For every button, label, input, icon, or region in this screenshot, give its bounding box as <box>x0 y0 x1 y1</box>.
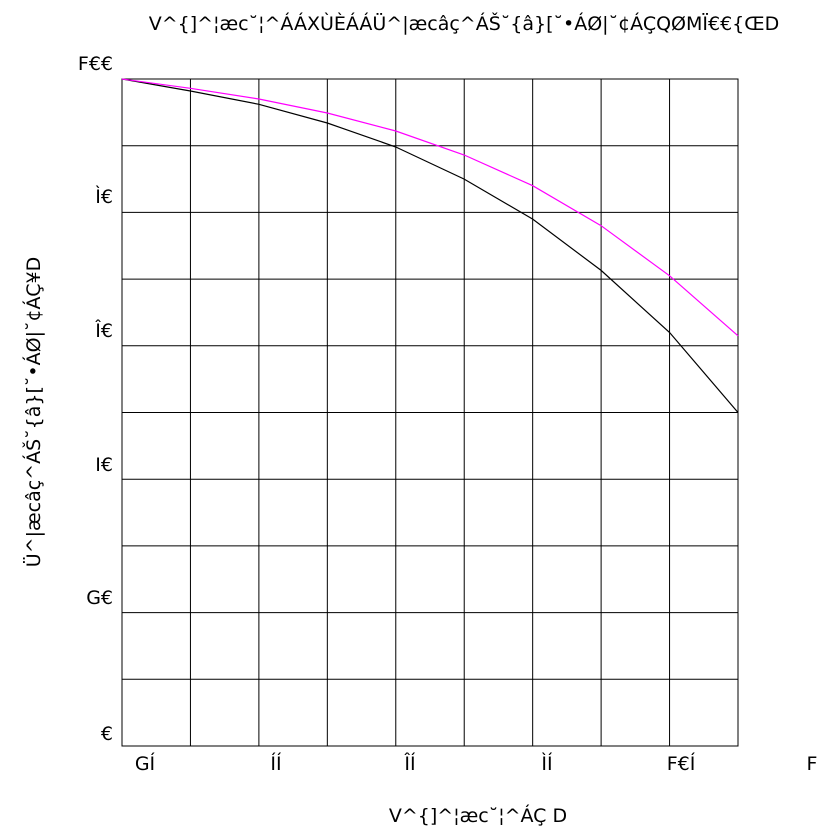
y-tick-label: € <box>101 723 113 745</box>
y-axis-label: Ü^|æcâç^ÁŠ˘{â}[˘•ÁØ|˘¢ÁÇ¥D <box>21 257 45 567</box>
x-tick-label: ÍÍ <box>270 752 282 775</box>
x-tick-label: ÌÍ <box>541 752 553 775</box>
y-tick-label: G€ <box>86 587 113 609</box>
chart-title: V^{]^¦æc˘¦^ÁÁXÙÈÁÁÜ^|æcâç^ÁŠ˘{â}[˘•ÁØ|˘¢… <box>149 11 779 35</box>
chart-grid <box>121 78 739 747</box>
x-tick-label: ÎÍ <box>403 752 416 775</box>
series-line-2 <box>121 78 739 337</box>
y-tick-label: Ì€ <box>95 185 113 208</box>
x-tick-label: F <box>807 753 817 775</box>
x-axis-label: V^{]^¦æc˘¦^ÁÇ D <box>389 804 567 827</box>
x-tick-label: GÍ <box>135 752 156 775</box>
series-line-1 <box>121 78 739 413</box>
y-tick-label: F€€ <box>78 53 113 75</box>
x-tick-labels: GÍ ÍÍ ÎÍ ÌÍ F€Í F <box>135 752 817 775</box>
y-tick-label: I€ <box>95 454 113 476</box>
chart-series <box>121 78 739 413</box>
x-tick-label: F€Í <box>667 752 696 775</box>
y-tick-label: Î€ <box>94 319 113 342</box>
y-tick-labels: € G€ I€ Î€ Ì€ F€€ <box>78 53 113 745</box>
